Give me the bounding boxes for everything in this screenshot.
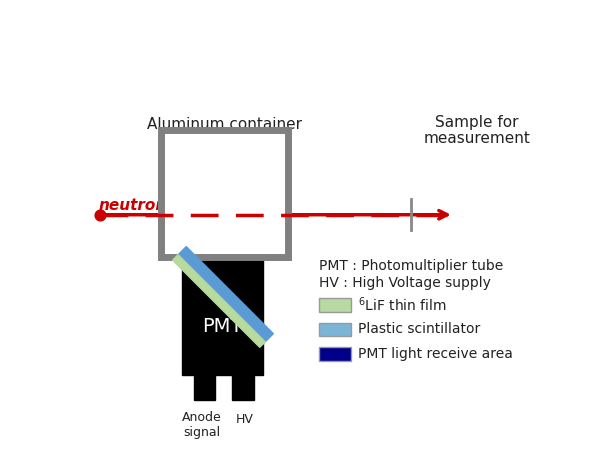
Bar <box>319 347 352 361</box>
Text: Aluminum container: Aluminum container <box>147 117 302 132</box>
Point <box>95 211 104 219</box>
Text: PMT : Photomultiplier tube: PMT : Photomultiplier tube <box>319 259 503 273</box>
Text: Plastic scintillator: Plastic scintillator <box>358 322 480 337</box>
Bar <box>198 249 247 259</box>
Bar <box>319 298 352 312</box>
Text: measurement: measurement <box>424 131 530 146</box>
Bar <box>182 255 263 375</box>
Bar <box>161 130 288 257</box>
Bar <box>319 322 352 337</box>
Text: 45°: 45° <box>265 225 290 239</box>
Text: Anode
signal: Anode signal <box>182 411 222 439</box>
Text: Sample for: Sample for <box>435 115 518 129</box>
Text: PMT light receive area: PMT light receive area <box>358 347 512 361</box>
Polygon shape <box>175 246 274 345</box>
Text: HV : High Voltage supply: HV : High Voltage supply <box>319 275 491 290</box>
Polygon shape <box>173 255 265 347</box>
Bar <box>232 373 254 400</box>
Bar <box>194 373 215 400</box>
Text: $^6$LiF thin film: $^6$LiF thin film <box>358 295 446 314</box>
Text: HV: HV <box>235 413 253 426</box>
Text: neutron: neutron <box>98 198 166 213</box>
Text: PMT: PMT <box>203 317 243 336</box>
